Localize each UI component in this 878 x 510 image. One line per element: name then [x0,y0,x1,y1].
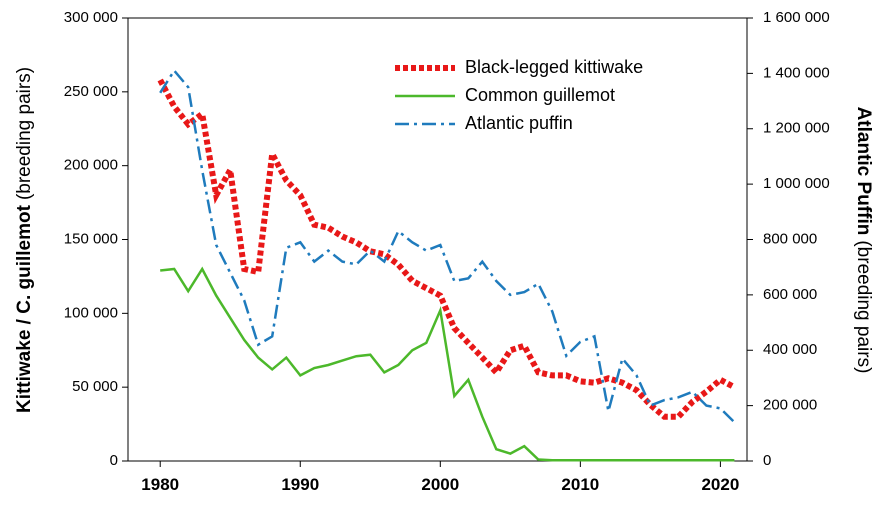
y2-tick-label: 400 000 [763,341,817,358]
x-tick-label: 1990 [281,475,319,494]
series-line [159,68,736,424]
y2-tick-label: 600 000 [763,286,817,303]
y2-axis-label: Atlantic Puffin (breeding pairs) [853,107,874,374]
x-tick-label: 2010 [561,475,599,494]
y2-tick-label: 0 [763,452,771,469]
y2-label-bold: Atlantic Puffin [853,107,874,236]
y-label-rest: (breeding pairs) [14,67,35,200]
series-line [157,78,736,420]
y2-tick-label: 1 600 000 [763,9,830,26]
y-tick-label: 100 000 [64,304,118,321]
y2-tick-label: 1 400 000 [763,64,830,81]
legend-label: Black-legged kittiwake [465,57,643,77]
x-tick-label: 1980 [141,475,179,494]
y2-tick-label: 1 200 000 [763,120,830,137]
x-tick-label: 2020 [701,475,739,494]
y2-label-rest: (breeding pairs) [853,240,874,373]
y2-tick-label: 200 000 [763,397,817,414]
y-tick-label: 0 [110,452,118,469]
y-tick-label: 200 000 [64,157,118,174]
y2-tick-label: 1 000 000 [763,175,830,192]
y-tick-label: 250 000 [64,83,118,100]
legend-label: Atlantic puffin [465,113,573,133]
y-tick-label: 150 000 [64,230,118,247]
plot-frame [127,17,748,462]
x-tick-label: 2000 [421,475,459,494]
y2-tick-label: 800 000 [763,230,817,247]
y-tick-label: 50 000 [72,378,118,395]
legend-label: Common guillemot [465,85,615,105]
y-axis-label: Kittiwake / C. guillemot (breeding pairs) [14,67,35,413]
y-tick-label: 300 000 [64,9,118,26]
y-label-bold: Kittiwake / C. guillemot [14,204,35,413]
series-line [160,266,735,462]
